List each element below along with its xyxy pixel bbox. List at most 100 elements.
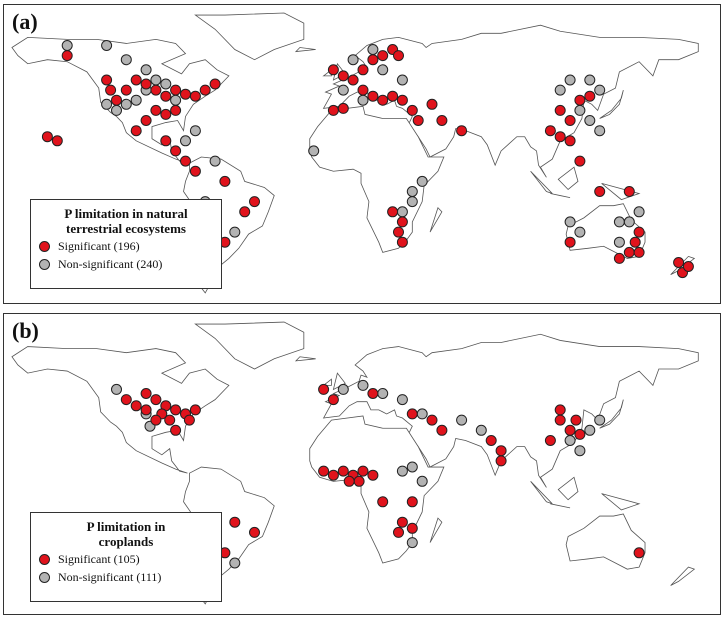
site-marker-significant: [150, 104, 162, 116]
site-marker-significant: [160, 90, 172, 102]
site-marker-non-significant: [633, 206, 645, 218]
site-marker-significant: [574, 428, 586, 440]
legend-label-significant: Significant (196): [58, 239, 140, 253]
site-marker-significant: [393, 50, 404, 62]
site-marker-non-significant: [337, 383, 349, 395]
land-outline: [670, 566, 696, 586]
site-marker-significant: [140, 388, 152, 399]
site-marker-non-significant: [623, 216, 635, 228]
site-marker-significant: [396, 516, 408, 528]
site-marker-significant: [150, 84, 162, 96]
site-marker-significant: [189, 90, 201, 102]
site-marker-non-significant: [574, 104, 586, 116]
land-outline: [294, 356, 316, 362]
site-marker-significant: [353, 475, 365, 487]
site-marker-significant: [101, 74, 113, 86]
site-marker-significant: [393, 226, 404, 238]
site-marker-significant: [564, 115, 576, 126]
site-marker-non-significant: [170, 94, 182, 106]
land-outline: [557, 166, 579, 191]
land-outline: [294, 47, 316, 53]
site-marker-significant: [406, 104, 418, 116]
panel-a-natural-ecosystems-map: (a) P limitation in natural terrestrial …: [3, 4, 721, 304]
site-marker-significant: [160, 108, 172, 120]
site-marker-non-significant: [120, 54, 132, 66]
site-marker-significant: [150, 394, 162, 406]
land-outline: [550, 193, 571, 198]
panel-label: (b): [12, 318, 39, 343]
site-marker-non-significant: [396, 206, 408, 218]
site-marker-non-significant: [594, 414, 606, 426]
site-marker-significant: [327, 394, 339, 406]
site-marker-significant: [327, 64, 339, 76]
grey-dot-icon: [39, 259, 50, 270]
world-map: [11, 12, 699, 294]
site-marker-non-significant: [347, 54, 359, 66]
site-marker-non-significant: [61, 40, 73, 51]
site-marker-non-significant: [564, 74, 576, 86]
site-marker-significant: [396, 216, 408, 228]
site-marker-non-significant: [416, 475, 428, 487]
legend-title-line-2: terrestrial ecosystems: [66, 221, 186, 236]
legend-item-significant: Significant (105): [39, 552, 213, 567]
land-outline: [550, 503, 571, 509]
site-marker-significant: [406, 408, 418, 420]
site-marker-significant: [554, 414, 566, 426]
site-marker-significant: [393, 526, 404, 538]
site-marker-significant: [377, 496, 389, 508]
land-outline: [429, 517, 443, 543]
site-marker-significant: [584, 90, 596, 102]
site-marker-non-significant: [416, 408, 428, 420]
site-marker-significant: [327, 104, 339, 116]
site-marker-significant: [367, 469, 379, 481]
site-marker-significant: [574, 155, 586, 167]
site-marker-non-significant: [377, 64, 389, 76]
site-marker-significant: [51, 135, 63, 147]
site-marker-non-significant: [406, 461, 418, 473]
site-marker-significant: [337, 70, 349, 82]
site-marker-significant: [387, 206, 399, 218]
site-marker-significant: [170, 145, 182, 157]
site-marker-significant: [130, 74, 142, 86]
site-marker-non-significant: [406, 196, 418, 208]
land-outline: [530, 170, 553, 194]
site-marker-non-significant: [396, 74, 408, 86]
site-marker-significant: [357, 465, 369, 477]
site-marker-significant: [574, 94, 586, 106]
site-marker-significant: [367, 388, 379, 399]
site-marker-significant: [183, 414, 195, 426]
site-marker-non-significant: [120, 98, 132, 110]
site-marker-non-significant: [396, 465, 408, 477]
site-marker-significant: [594, 186, 606, 197]
site-marker-significant: [613, 252, 625, 264]
site-marker-non-significant: [456, 414, 468, 426]
site-marker-significant: [170, 104, 182, 116]
site-marker-significant: [544, 435, 556, 446]
legend-item-non-significant: Non-significant (240): [39, 257, 213, 272]
site-marker-significant: [554, 131, 566, 143]
site-marker-significant: [140, 404, 152, 416]
site-marker-significant: [495, 455, 507, 467]
site-marker-significant: [180, 155, 191, 167]
site-marker-significant: [318, 465, 330, 477]
site-marker-significant: [229, 516, 241, 528]
site-marker-significant: [357, 84, 369, 96]
site-marker-non-significant: [574, 226, 586, 238]
grey-dot-icon: [39, 572, 50, 583]
site-marker-non-significant: [564, 435, 576, 446]
site-marker-non-significant: [554, 84, 566, 96]
site-marker-significant: [682, 261, 694, 272]
site-marker-significant: [318, 383, 330, 395]
site-marker-significant: [406, 496, 418, 508]
site-marker-significant: [337, 465, 349, 477]
site-marker-significant: [239, 206, 251, 218]
site-marker-non-significant: [475, 424, 487, 436]
site-marker-non-significant: [613, 216, 625, 228]
site-marker-significant: [140, 78, 152, 90]
site-marker-non-significant: [101, 40, 113, 51]
site-marker-significant: [150, 414, 162, 426]
site-marker-non-significant: [189, 125, 201, 137]
site-marker-significant: [249, 196, 260, 208]
land-outline: [530, 481, 553, 505]
legend-title-line-1: P limitation in natural: [64, 206, 188, 221]
